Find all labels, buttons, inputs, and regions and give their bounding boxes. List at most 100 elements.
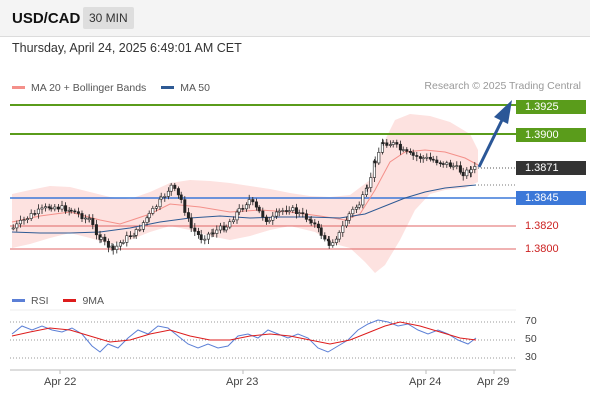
- candle-body: [60, 205, 64, 210]
- candle-body: [455, 165, 459, 167]
- candle-body: [294, 207, 298, 214]
- legend-swatch-ma50: [161, 86, 175, 89]
- candle-body: [215, 229, 219, 234]
- candle-body: [301, 212, 305, 215]
- candle-body: [193, 227, 197, 232]
- candle-body: [49, 207, 53, 210]
- legend-swatch-ma20: [12, 86, 25, 89]
- x-label-apr29: Apr 29: [477, 376, 510, 388]
- rsi-legend-swatch-rsi: [12, 299, 25, 302]
- candle-body: [11, 227, 15, 230]
- candle-body: [445, 162, 449, 165]
- candle-body: [401, 149, 405, 151]
- candle-body: [103, 236, 107, 242]
- candle-body: [125, 235, 129, 243]
- candle-body: [354, 206, 358, 210]
- candle-body: [26, 218, 30, 220]
- candle-body: [337, 232, 341, 240]
- candle-body: [94, 224, 98, 236]
- candle-body: [377, 152, 381, 164]
- forecast-arrow: [477, 117, 505, 168]
- price-label-last: 1.3871: [516, 161, 586, 175]
- rsi-legend-item-rsi: RSI: [12, 295, 49, 307]
- candle-body: [84, 217, 88, 220]
- timeframe-badge[interactable]: 30 MIN: [83, 7, 134, 29]
- candle-body: [313, 222, 317, 225]
- candle-body: [64, 205, 68, 212]
- candle-body: [398, 143, 402, 151]
- report-datetime: Thursday, April 24, 2025 6:49:01 AM CET: [12, 41, 242, 55]
- candle-body: [179, 194, 183, 200]
- candle-body: [134, 229, 138, 236]
- candle-body: [451, 165, 455, 168]
- rsi-level-30-label: 30: [525, 351, 537, 363]
- candle-body: [347, 213, 351, 221]
- candle-body: [264, 216, 268, 222]
- rsi-9ma-line: [11, 321, 477, 345]
- bollinger-band-fill: [12, 114, 478, 273]
- candle-body: [237, 208, 241, 213]
- price-label-support-1: 1.3820: [525, 220, 559, 232]
- candle-body: [388, 144, 392, 146]
- candle-body: [163, 196, 167, 198]
- candle-body: [76, 211, 80, 214]
- candle-body: [369, 177, 373, 188]
- candle-body: [111, 245, 115, 250]
- candle-body: [154, 206, 158, 209]
- rsi-legend-label-9ma: 9MA: [82, 294, 105, 307]
- candle-body: [235, 211, 239, 221]
- candle-body: [304, 213, 308, 220]
- candle-body: [381, 142, 385, 144]
- candle-body: [166, 190, 170, 197]
- candle-body: [218, 225, 222, 231]
- candle-body: [99, 236, 103, 240]
- legend-label-ma50: MA 50: [180, 81, 210, 94]
- rsi-legend: RSI 9MA: [12, 293, 116, 307]
- candle-body: [228, 221, 232, 228]
- candle-body: [44, 206, 48, 209]
- candle-body: [121, 242, 125, 244]
- candle-body: [351, 208, 355, 215]
- candle-body: [425, 156, 429, 159]
- candle-body: [132, 235, 136, 237]
- candle-body: [211, 232, 215, 235]
- chart-legend: MA 20 + Bollinger Bands MA 50: [12, 80, 222, 94]
- candle-body: [189, 217, 193, 229]
- candle-body: [357, 204, 361, 208]
- candle-body: [291, 207, 295, 211]
- candle-body: [138, 228, 142, 231]
- candle-body: [196, 231, 200, 235]
- candle-body: [361, 194, 365, 206]
- candle-body: [224, 226, 228, 231]
- candle-body: [438, 162, 442, 165]
- candle-body: [469, 169, 473, 174]
- candle-body: [128, 235, 132, 238]
- candle-body: [118, 242, 122, 247]
- price-label-pivot: 1.3845: [516, 191, 586, 205]
- legend-item-ma20: MA 20 + Bollinger Bands: [12, 82, 146, 94]
- candle-body: [203, 238, 207, 241]
- rsi-legend-label-rsi: RSI: [31, 294, 49, 307]
- candle-body: [309, 219, 313, 224]
- candle-body: [159, 196, 163, 200]
- candle-body: [331, 242, 335, 246]
- candle-body: [40, 207, 44, 210]
- candle-body: [334, 238, 338, 243]
- rsi-legend-swatch-9ma: [63, 299, 77, 302]
- candle-body: [274, 211, 278, 217]
- candle-body: [405, 149, 409, 152]
- x-label-apr23: Apr 23: [226, 376, 259, 388]
- candle-body: [277, 210, 281, 213]
- candle-body: [316, 223, 320, 229]
- price-label-resistance-1: 1.3900: [516, 128, 586, 142]
- candle-body: [22, 219, 26, 221]
- candle-body: [287, 210, 291, 212]
- candle-body: [73, 210, 77, 213]
- candle-body: [106, 240, 110, 248]
- candle-body: [141, 222, 145, 230]
- candle-body: [18, 219, 22, 225]
- candle-body: [418, 156, 422, 159]
- candle-body: [151, 208, 155, 214]
- symbol-title: USD/CAD: [12, 10, 81, 27]
